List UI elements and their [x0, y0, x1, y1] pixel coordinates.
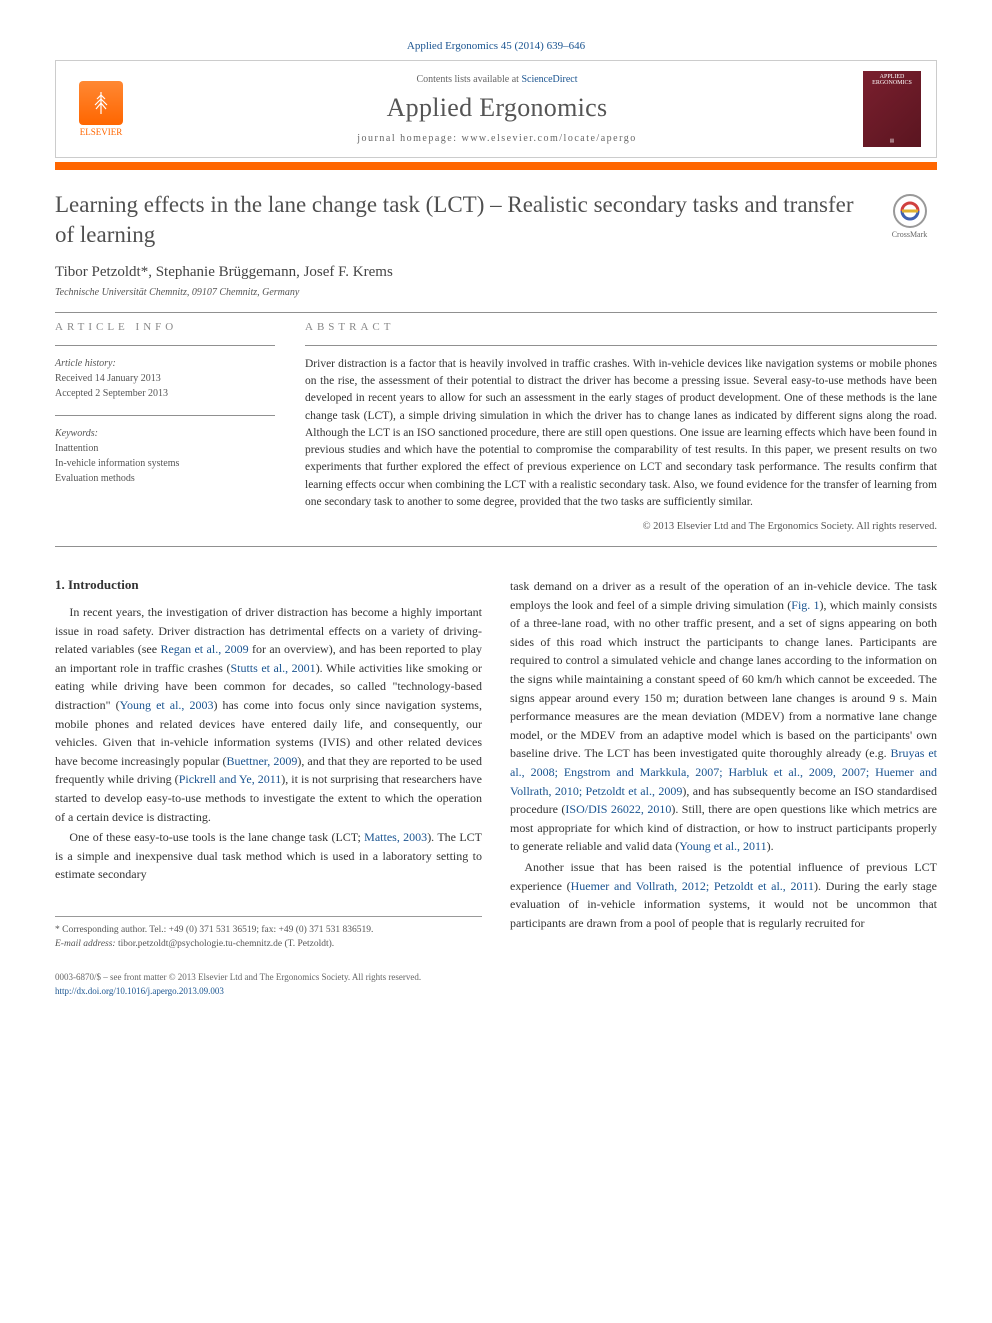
- keyword-1: Inattention: [55, 441, 275, 456]
- crossmark-badge[interactable]: CrossMark: [882, 194, 937, 239]
- section-heading-intro: 1. Introduction: [55, 577, 482, 593]
- corresponding-author: * Corresponding author. Tel.: +49 (0) 37…: [55, 923, 482, 937]
- issn-line: 0003-6870/$ – see front matter © 2013 El…: [55, 971, 937, 985]
- keywords-label: Keywords:: [55, 428, 98, 439]
- sciencedirect-link[interactable]: ScienceDirect: [521, 74, 577, 85]
- intro-para-4: Another issue that has been raised is th…: [510, 858, 937, 932]
- homepage-line: journal homepage: www.elsevier.com/locat…: [131, 133, 863, 144]
- journal-header: ELSEVIER Contents lists available at Sci…: [55, 60, 937, 158]
- info-divider: [55, 345, 275, 346]
- keyword-2: In-vehicle information systems: [55, 456, 275, 471]
- copyright: © 2013 Elsevier Ltd and The Ergonomics S…: [305, 521, 937, 532]
- crossmark-label: CrossMark: [882, 230, 937, 239]
- publisher-name: ELSEVIER: [71, 127, 131, 137]
- email-label: E-mail address:: [55, 939, 118, 949]
- journal-cover-thumb: APPLIED ERGONOMICS ▦: [863, 71, 921, 147]
- journal-name: Applied Ergonomics: [131, 93, 863, 123]
- ref-fig1[interactable]: Fig. 1: [791, 598, 819, 612]
- ref-young2003[interactable]: Young et al., 2003: [120, 698, 214, 712]
- intro-para-2: One of these easy-to-use tools is the la…: [55, 828, 482, 884]
- accepted-date: Accepted 2 September 2013: [55, 386, 275, 401]
- ref-regan[interactable]: Regan et al., 2009: [160, 642, 248, 656]
- ref-huemer[interactable]: Huemer and Vollrath, 2012; Petzoldt et a…: [571, 879, 814, 893]
- abstract-divider: [305, 345, 937, 346]
- ref-young2011[interactable]: Young et al., 2011: [679, 839, 766, 853]
- abstract-text: Driver distraction is a factor that is h…: [305, 356, 937, 511]
- affiliation: Technische Universität Chemnitz, 09107 C…: [55, 287, 937, 298]
- email-link[interactable]: tibor.petzoldt@psychologie.tu-chemnitz.d…: [118, 939, 282, 949]
- article-info-label: ARTICLE INFO: [55, 321, 275, 333]
- cover-graphic: ▦: [866, 138, 918, 144]
- contents-prefix: Contents lists available at: [416, 74, 521, 85]
- email-suffix: (T. Petzoldt).: [282, 939, 334, 949]
- intro-para-3: task demand on a driver as a result of t…: [510, 577, 937, 856]
- doi-link[interactable]: http://dx.doi.org/10.1016/j.apergo.2013.…: [55, 986, 224, 996]
- ref-iso[interactable]: ISO/DIS 26022, 2010: [565, 802, 671, 816]
- contents-line: Contents lists available at ScienceDirec…: [131, 74, 863, 85]
- footer-meta: 0003-6870/$ – see front matter © 2013 El…: [55, 971, 937, 998]
- ref-stutts[interactable]: Stutts et al., 2001: [230, 661, 315, 675]
- ref-buettner[interactable]: Buettner, 2009: [226, 754, 297, 768]
- intro-para-1: In recent years, the investigation of dr…: [55, 603, 482, 826]
- received-date: Received 14 January 2013: [55, 371, 275, 386]
- email-line: E-mail address: tibor.petzoldt@psycholog…: [55, 937, 482, 951]
- info-divider-2: [55, 415, 275, 416]
- publisher-logo: ELSEVIER: [71, 81, 131, 137]
- ref-mattes[interactable]: Mattes, 2003: [364, 830, 427, 844]
- divider-top: [55, 312, 937, 313]
- crossmark-icon: [893, 194, 927, 228]
- abstract-label: ABSTRACT: [305, 321, 937, 333]
- keyword-3: Evaluation methods: [55, 471, 275, 486]
- accent-bar: [55, 162, 937, 170]
- footnotes: * Corresponding author. Tel.: +49 (0) 37…: [55, 916, 482, 952]
- cover-title: APPLIED ERGONOMICS: [866, 74, 918, 86]
- homepage-url[interactable]: www.elsevier.com/locate/apergo: [461, 133, 636, 144]
- history-label: Article history:: [55, 358, 116, 369]
- divider-bottom: [55, 546, 937, 547]
- ref-pickrell[interactable]: Pickrell and Ye, 2011: [179, 772, 282, 786]
- elsevier-tree-icon: [79, 81, 123, 125]
- homepage-prefix: journal homepage:: [357, 133, 461, 144]
- top-citation: Applied Ergonomics 45 (2014) 639–646: [55, 40, 937, 52]
- authors: Tibor Petzoldt*, Stephanie Brüggemann, J…: [55, 264, 937, 281]
- article-title: Learning effects in the lane change task…: [55, 190, 862, 250]
